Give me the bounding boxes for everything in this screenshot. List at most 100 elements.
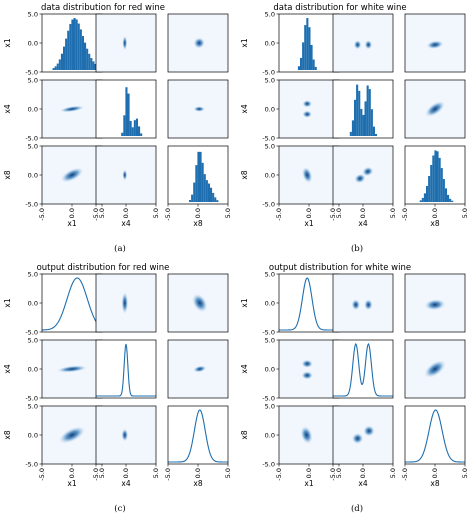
- density-blob: [364, 299, 373, 311]
- y-tick-label: -5.0: [262, 69, 275, 77]
- histogram-bar: [366, 85, 369, 136]
- y-axis-label: x8: [240, 430, 249, 439]
- density-blobs: [424, 299, 446, 311]
- y-axis-label: x4: [240, 104, 249, 113]
- histogram-bar: [440, 168, 443, 202]
- y-tick-label: 0.0: [28, 432, 38, 440]
- x-tick-label: 5.0: [389, 468, 397, 478]
- subplot-x4-vs-x1: -5.0 0.0 5.0 x4: [3, 337, 103, 403]
- histogram-bar: [65, 38, 68, 70]
- subplot-x1-vs-x1: -5.0 0.0 5.0 x1: [240, 271, 340, 337]
- histogram-bar: [84, 42, 87, 70]
- subplot-frame: [332, 13, 394, 73]
- panel-caption: (d): [351, 503, 363, 514]
- histogram-bar: [73, 17, 76, 70]
- x-tick-label: 5.0: [152, 208, 160, 218]
- subplot-x4-vs-x1: -5.0 0.0 5.0 x4: [240, 337, 340, 403]
- density-blob: [424, 299, 446, 311]
- density-blob: [59, 105, 85, 113]
- y-tick-label: 5.0: [265, 337, 275, 345]
- y-tick-label: 0.0: [265, 432, 275, 440]
- density-blob: [300, 425, 313, 445]
- y-axis-label: x4: [240, 364, 249, 373]
- y-tick-label: 0.0: [265, 106, 275, 114]
- histogram-bar: [71, 19, 74, 70]
- histogram-bar: [364, 101, 367, 136]
- chart-title: output distribution for red wine: [37, 263, 170, 273]
- y-tick-label: 5.0: [265, 271, 275, 279]
- subplot-x4-vs-x4: [332, 339, 394, 399]
- panel-caption: (a): [114, 243, 126, 254]
- subplot-x1-vs-x1: -5.0 0.0 5.0 x1: [3, 11, 103, 77]
- x-tick-label: 0.0: [194, 468, 202, 478]
- histogram-bar: [210, 187, 213, 202]
- x-tick-label: -5.0: [38, 468, 46, 481]
- histogram-bar: [199, 151, 202, 202]
- density-blob: [351, 299, 361, 311]
- y-tick-label: 0.0: [28, 172, 38, 180]
- subplot-background: [279, 340, 339, 398]
- y-axis-label: x1: [240, 38, 249, 47]
- y-tick-label: 5.0: [28, 271, 38, 279]
- density-blob: [122, 169, 128, 181]
- histogram-bar: [372, 126, 375, 136]
- subplot-x8-vs-x1: -5.0 0.0 5.0 x8 -5.0 0.0 5.0 x1: [3, 403, 106, 489]
- histogram-bar: [90, 58, 93, 70]
- y-tick-label: 0.0: [265, 366, 275, 374]
- subplot-x4-vs-x8: [404, 339, 466, 399]
- y-tick-label: 5.0: [265, 77, 275, 85]
- density-blob: [301, 371, 313, 380]
- y-tick-label: 0.0: [28, 366, 38, 374]
- y-tick-label: -5.0: [25, 135, 38, 143]
- histogram-bar: [88, 53, 91, 70]
- subplot-x4-vs-x4: [95, 79, 157, 139]
- density-blobs: [301, 359, 313, 380]
- x-axis-label: x4: [358, 479, 367, 488]
- y-axis-label: x1: [3, 298, 12, 307]
- x-tick-label: 0.0: [305, 468, 313, 478]
- histogram-bar: [205, 180, 208, 202]
- histogram-bar: [306, 18, 309, 70]
- histogram-bar: [314, 66, 317, 70]
- pairplot-panel: output distribution for white wine -5.0 0.…: [240, 263, 469, 514]
- histogram-bar: [123, 115, 126, 136]
- histogram-bar: [129, 120, 132, 136]
- y-tick-label: 5.0: [265, 143, 275, 151]
- y-tick-label: 5.0: [28, 143, 38, 151]
- density-blobs: [60, 167, 84, 183]
- density-blobs: [121, 291, 129, 315]
- density-blobs: [121, 428, 129, 442]
- density-blobs: [351, 299, 373, 311]
- subplot-frame: [95, 339, 157, 399]
- subplot-x1-vs-x4: [95, 13, 157, 73]
- x-tick-label: 5.0: [98, 468, 106, 478]
- histogram-bar: [308, 27, 311, 70]
- density-curve: [168, 409, 228, 463]
- density-blob: [302, 166, 313, 184]
- histogram-bar: [428, 175, 431, 202]
- subplot-frame: [404, 79, 466, 139]
- x-tick-label: -5.0: [164, 208, 172, 221]
- histogram-bar: [94, 63, 97, 70]
- subplot-background: [333, 274, 393, 332]
- subplot-x8-vs-x8: -5.0 0.0 5.0 x8: [164, 145, 232, 228]
- subplot-x8-vs-x8: -5.0 0.0 5.0 x8: [401, 145, 469, 228]
- histogram-bar: [69, 24, 72, 70]
- histogram-bar: [79, 29, 82, 70]
- density-blobs: [302, 100, 312, 118]
- histogram-bar: [442, 179, 445, 202]
- x-tick-label: 0.0: [194, 208, 202, 218]
- x-axis-label: x4: [358, 219, 367, 228]
- subplot-x4-vs-x8: [167, 339, 229, 399]
- subplot-x8-vs-x4: -5.0 0.0 5.0 x4: [92, 145, 160, 228]
- x-axis-label: x8: [193, 219, 202, 228]
- subplot-background: [333, 14, 393, 72]
- histogram-bar: [447, 194, 450, 202]
- y-tick-label: 5.0: [28, 77, 38, 85]
- density-blob: [353, 40, 362, 50]
- histogram-bar: [356, 84, 359, 136]
- x-tick-label: -5.0: [401, 208, 409, 221]
- x-tick-label: -5.0: [38, 208, 46, 221]
- histogram-bar: [426, 185, 429, 202]
- subplot-x1-vs-x8: [404, 273, 466, 333]
